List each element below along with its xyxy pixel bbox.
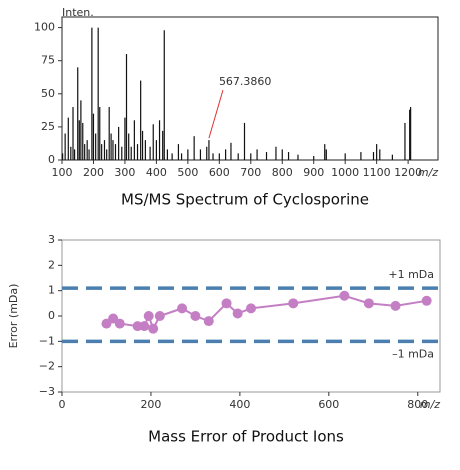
x-tick-label: 800	[407, 398, 428, 411]
x-tick-label: 1100	[363, 166, 391, 179]
y-tick-label: 0	[48, 153, 55, 166]
x-axis-label: m/z	[418, 166, 438, 179]
error-point	[288, 298, 299, 309]
error-point	[339, 290, 350, 301]
x-tick-label: 400	[229, 398, 250, 411]
x-tick-label: 600	[318, 398, 339, 411]
error-point	[246, 303, 256, 314]
y-tick-label: 50	[41, 87, 55, 100]
x-tick-label: 0	[59, 398, 66, 411]
error-point	[232, 308, 243, 319]
reference-label: +1 mDa	[388, 268, 434, 281]
error-point	[114, 318, 125, 329]
error-point	[177, 303, 188, 314]
x-tick-label: 900	[303, 166, 324, 179]
error-point	[390, 300, 401, 311]
y-tick-label: −3	[39, 385, 55, 398]
x-tick-label: 100	[52, 166, 73, 179]
x-tick-label: 300	[114, 166, 135, 179]
annotation-leader	[208, 89, 224, 139]
x-tick-label: 200	[140, 398, 161, 411]
error-point	[154, 311, 165, 321]
x-tick-label: 400	[146, 166, 167, 179]
x-tick-label: 800	[272, 166, 293, 179]
chart-caption: MS/MS Spectrum of Cyclosporine	[121, 191, 369, 209]
error-point	[363, 298, 374, 309]
reference-label: –1 mDa	[392, 347, 434, 360]
annotation: 567.3860	[219, 75, 271, 88]
error-point	[221, 298, 232, 309]
error-point	[190, 311, 201, 321]
error-point	[421, 295, 432, 306]
y-axis-label: Error (mDa)	[7, 284, 20, 349]
x-tick-label: 1200	[394, 166, 422, 179]
chart-caption: Mass Error of Product Ions	[148, 428, 344, 446]
plot-frame	[61, 239, 441, 393]
error-point	[143, 311, 154, 321]
x-tick-label: 500	[177, 166, 198, 179]
x-tick-label: 200	[83, 166, 104, 179]
error-line	[105, 294, 427, 332]
y-tick-label: 3	[48, 233, 55, 246]
y-tick-label: −2	[39, 360, 55, 373]
error-point	[148, 323, 159, 334]
x-tick-label: 600	[209, 166, 230, 179]
y-tick-label: 100	[34, 21, 55, 34]
error-point	[139, 321, 150, 332]
x-tick-label: 1000	[331, 166, 359, 179]
y-axis-label: Inten.	[62, 6, 94, 19]
x-axis-label: m/z	[420, 398, 440, 411]
error-point	[203, 316, 214, 327]
y-tick-label: 75	[41, 54, 55, 67]
y-tick-label: 25	[41, 120, 55, 133]
x-tick-label: 700	[240, 166, 261, 179]
plot-frame	[61, 16, 439, 161]
y-tick-label: 2	[48, 258, 55, 271]
y-tick-label: −1	[39, 334, 55, 347]
y-tick-label: 1	[48, 284, 55, 297]
y-tick-label: 0	[48, 309, 55, 322]
